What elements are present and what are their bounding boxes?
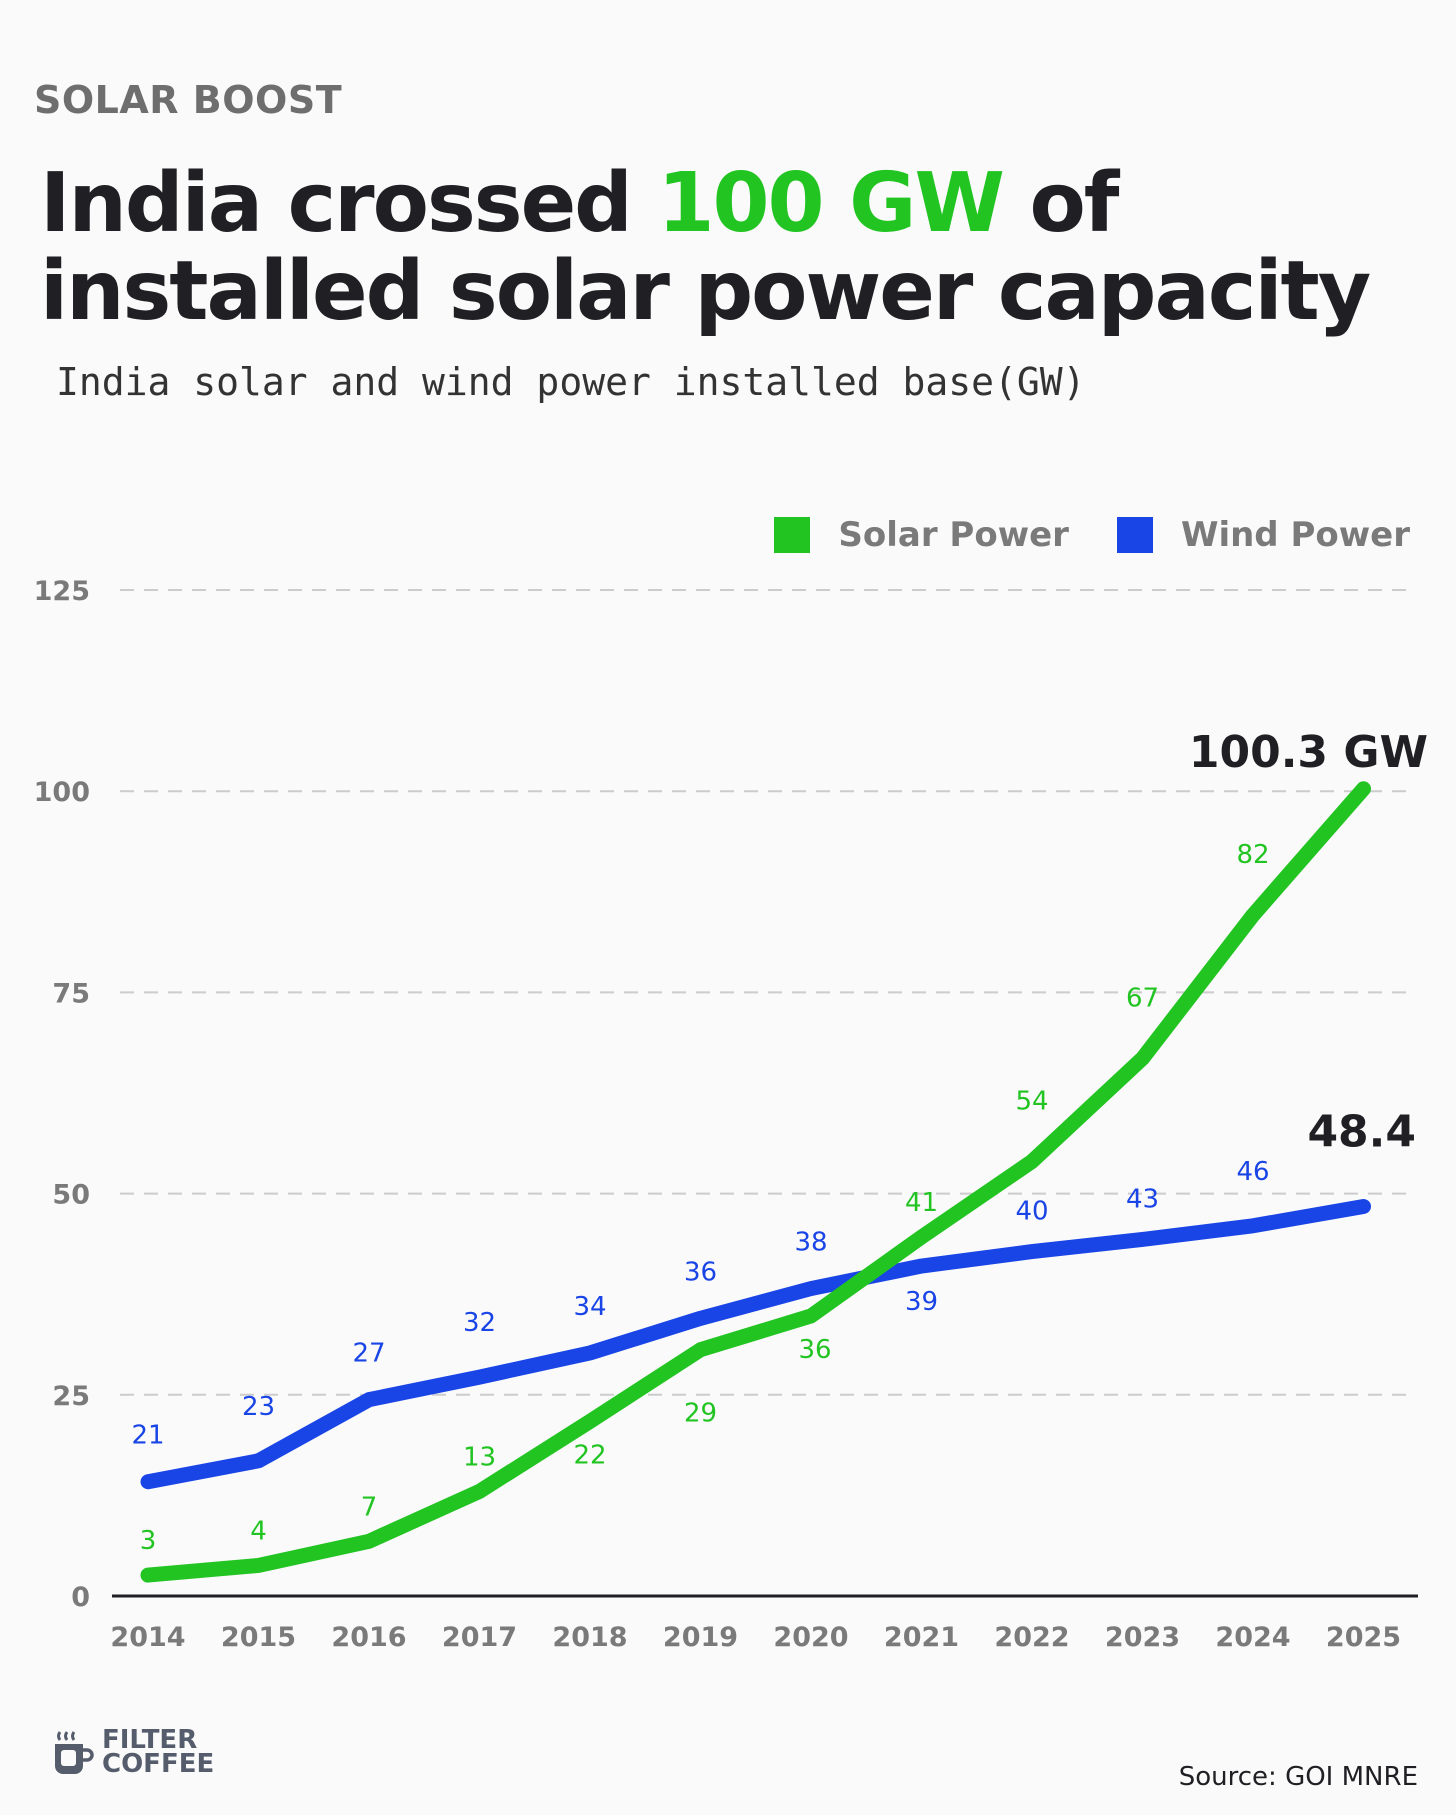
solar-data-label: 82 (1236, 840, 1269, 870)
x-tick-label: 2015 (221, 1622, 296, 1653)
kicker: SOLAR BOOST (34, 78, 343, 122)
legend-swatch-solar (774, 517, 811, 553)
solar-end-label: 100.3 GW (1189, 727, 1428, 778)
x-tick-label: 2020 (773, 1622, 848, 1653)
legend-item-solar: Solar Power (774, 515, 1069, 555)
wind-series-line (140, 1198, 1371, 1490)
solar-data-label: 4 (250, 1516, 267, 1546)
y-tick-label: 75 (52, 978, 90, 1009)
wind-data-label: 21 (131, 1421, 164, 1451)
x-tick-label: 2022 (994, 1622, 1069, 1653)
solar-data-label: 13 (463, 1442, 496, 1472)
wind-data-label: 23 (242, 1392, 275, 1422)
headline-before: India crossed (40, 156, 658, 251)
wind-data-label: 43 (1126, 1184, 1159, 1214)
y-tick-label: 50 (52, 1180, 90, 1211)
y-tick-label: 100 (34, 777, 90, 808)
line-chart: 0 25 50 75 100 125 2014 2015 2016 2017 2018 2019 202… (34, 576, 1428, 1653)
headline: India crossed 100 GW of installed solar … (40, 160, 1440, 336)
x-tick-label: 2021 (884, 1622, 959, 1653)
x-tick-label: 2016 (331, 1622, 406, 1653)
wind-data-label: 39 (905, 1287, 938, 1317)
solar-data-label: 7 (361, 1492, 378, 1522)
headline-highlight: 100 GW (657, 156, 1004, 251)
solar-data-label: 29 (684, 1399, 717, 1429)
y-tick-label: 0 (71, 1582, 90, 1613)
wind-data-label: 27 (352, 1339, 385, 1369)
solar-data-label: 3 (140, 1526, 157, 1556)
x-tick-label: 2014 (110, 1622, 185, 1653)
chart-subtitle: India solar and wind power installed bas… (56, 360, 1086, 404)
wind-data-label: 34 (573, 1292, 606, 1322)
source-note: Source: GOI MNRE (1178, 1762, 1418, 1792)
x-tick-label: 2017 (442, 1622, 517, 1653)
solar-data-label: 67 (1126, 983, 1159, 1013)
legend-label-wind: Wind Power (1180, 515, 1410, 555)
chart-legend: Solar Power Wind Power (774, 515, 1410, 555)
legend-item-wind: Wind Power (1116, 515, 1410, 555)
x-tick-label: 2018 (552, 1622, 627, 1653)
solar-data-label: 54 (1015, 1086, 1048, 1116)
wind-end-label: 48.4 (1307, 1106, 1416, 1157)
headline-after: of installed solar power capacity (40, 156, 1371, 339)
wind-data-label: 32 (463, 1308, 496, 1338)
solar-data-label: 22 (573, 1440, 606, 1470)
legend-label-solar: Solar Power (838, 515, 1069, 555)
y-tick-label: 25 (52, 1381, 90, 1412)
wind-data-label: 38 (794, 1228, 827, 1258)
brand-line-1: FILTER (102, 1725, 198, 1755)
brand-line-2: COFFEE (102, 1749, 215, 1779)
wind-data-label: 36 (684, 1257, 717, 1287)
y-tick-label: 125 (34, 576, 90, 607)
legend-swatch-wind (1116, 517, 1153, 553)
wind-data-label: 40 (1015, 1197, 1048, 1227)
solar-series-line (140, 781, 1371, 1583)
solar-data-label: 41 (905, 1188, 938, 1218)
wind-data-label: 46 (1236, 1157, 1269, 1187)
x-tick-label: 2025 (1326, 1622, 1401, 1653)
coffee-cup-icon (55, 1731, 94, 1774)
x-tick-label: 2024 (1215, 1622, 1290, 1653)
brand-name: FILTER COFFEE (102, 1725, 215, 1779)
solar-data-label: 36 (798, 1335, 831, 1365)
brand-logo: FILTER COFFEE (52, 1725, 215, 1779)
x-tick-label: 2019 (663, 1622, 738, 1653)
x-tick-label: 2023 (1105, 1622, 1180, 1653)
